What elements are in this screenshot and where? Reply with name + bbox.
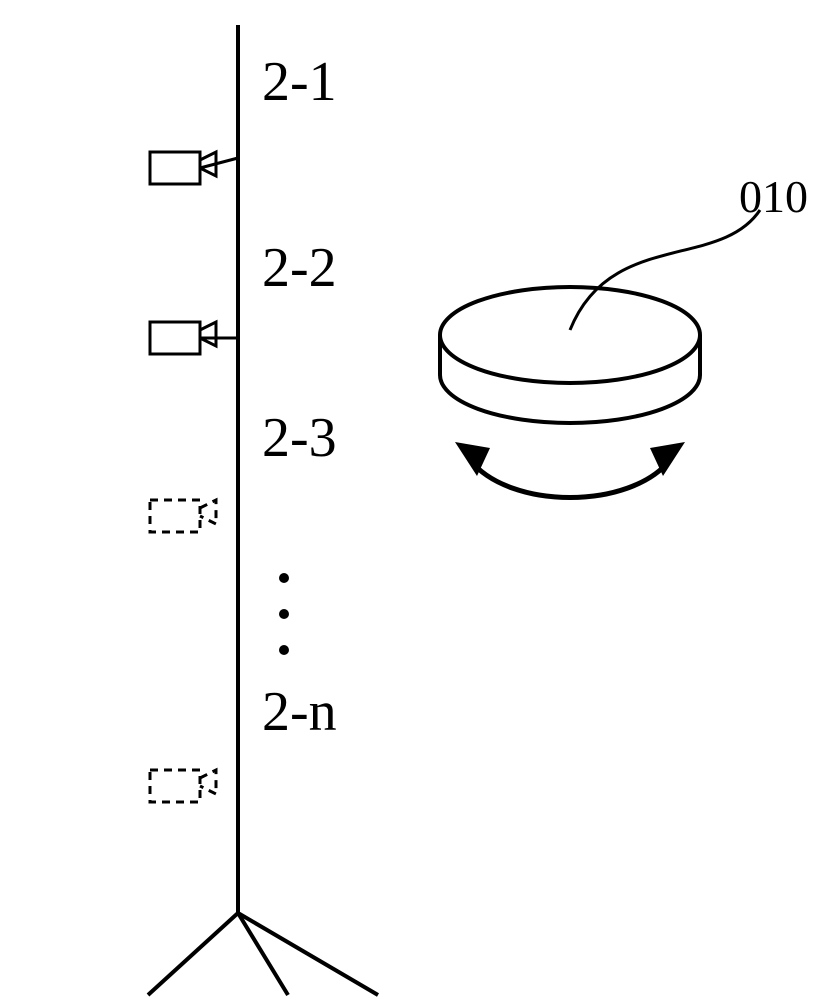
camera-body-2-1: [150, 152, 200, 184]
turntable-top: [440, 287, 700, 383]
rotation-arc: [470, 460, 670, 498]
camera-body-2-2: [150, 322, 200, 354]
ellipsis-dot-3: [279, 645, 289, 655]
camera-lens-2-2: [200, 322, 216, 346]
camera-body-2-n: [150, 770, 200, 802]
camera-label-2-3: 2-3: [262, 406, 337, 470]
camera-label-2-n: 2-n: [262, 680, 337, 744]
stand-leg-2: [238, 913, 288, 995]
camera-lens-2-3: [200, 500, 216, 524]
camera-arm-2-1: [200, 158, 238, 168]
turntable-leader: [570, 210, 760, 330]
stand-leg-3: [238, 913, 378, 995]
turntable-reference-label: 010: [739, 170, 808, 223]
camera-lens-2-n: [200, 770, 216, 794]
stand-leg-1: [148, 913, 238, 995]
ellipsis-dot-1: [279, 573, 289, 583]
camera-label-2-1: 2-1: [262, 50, 337, 114]
camera-label-2-2: 2-2: [262, 236, 337, 300]
ellipsis-dot-2: [279, 609, 289, 619]
camera-body-2-3: [150, 500, 200, 532]
